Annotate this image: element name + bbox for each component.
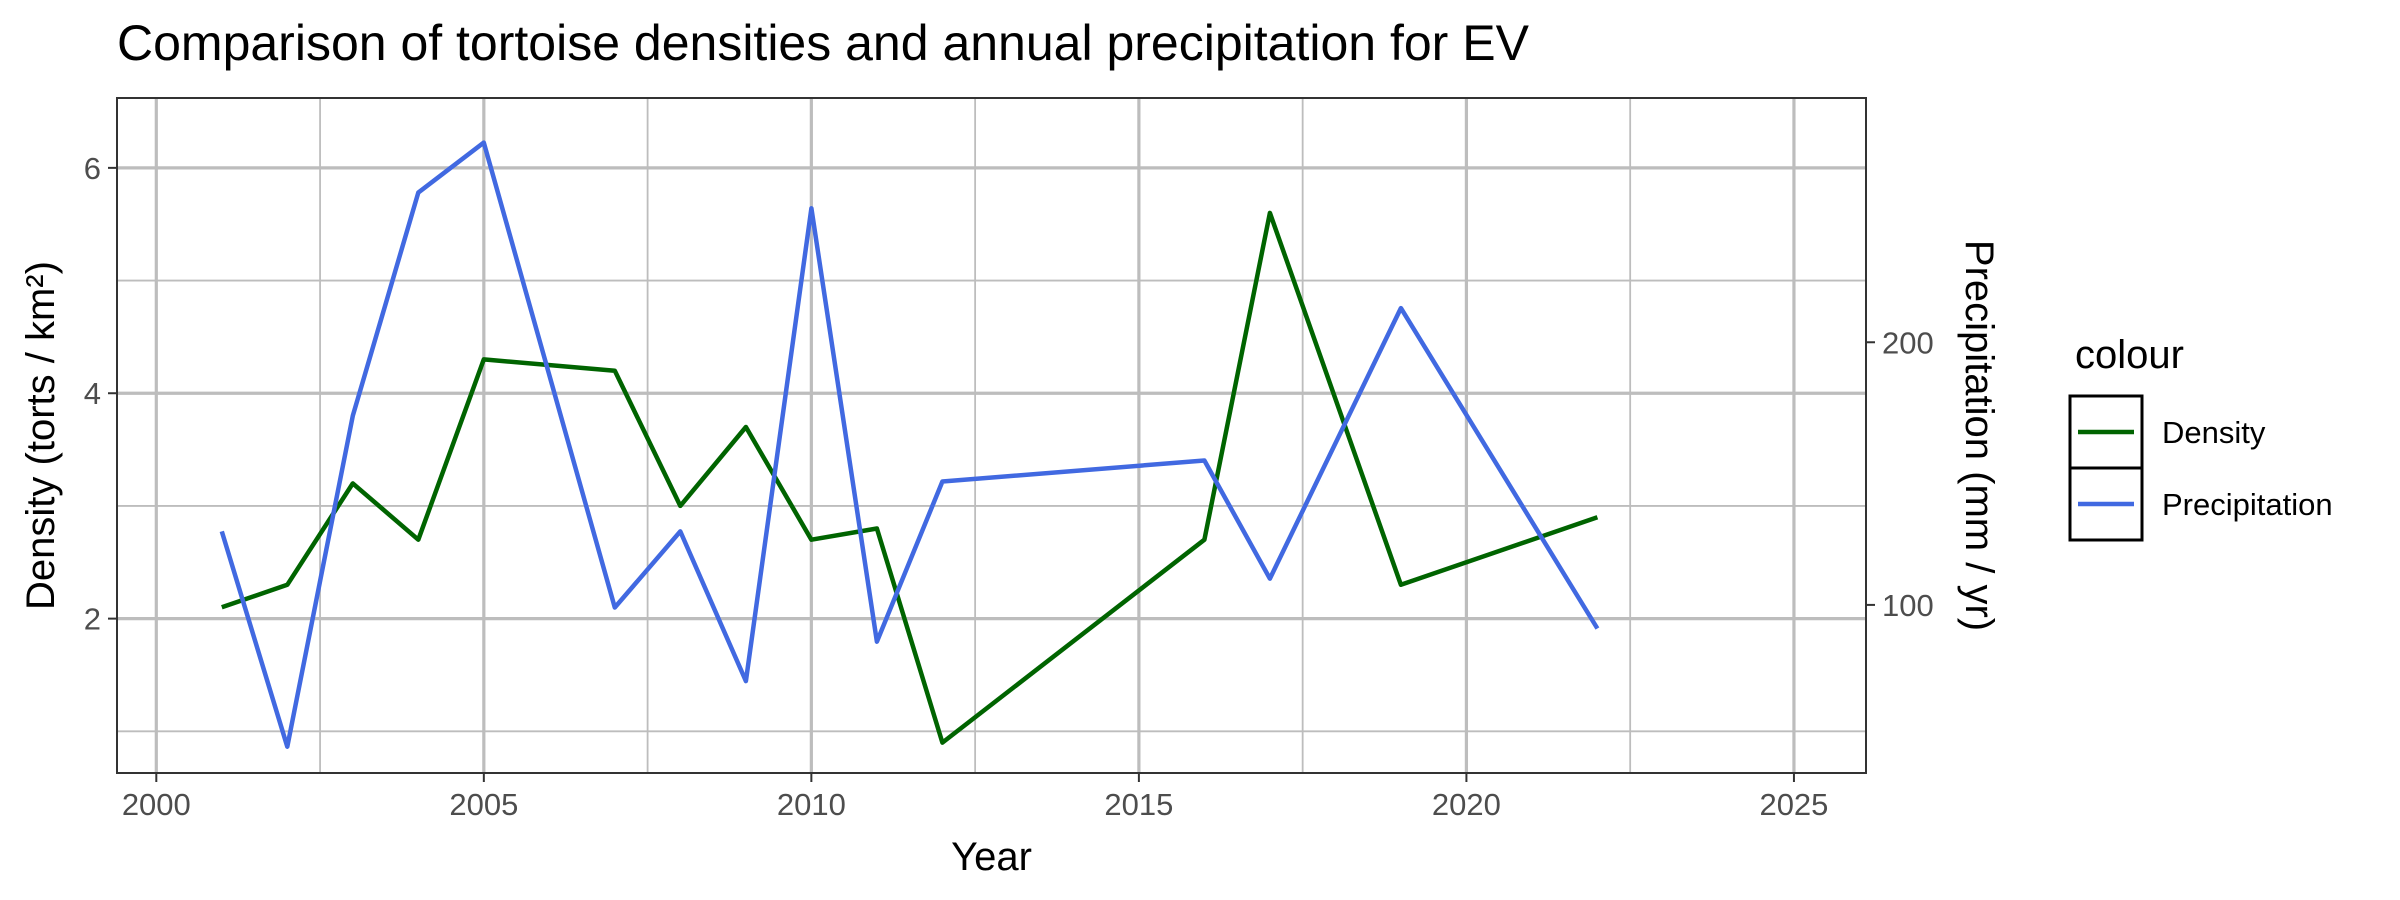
x-tick-label: 2010 [777,787,846,822]
y-tick-label: 4 [84,376,101,411]
y2-tick-label: 100 [1882,588,1934,623]
x-tick-label: 2005 [449,787,518,822]
y-tick-label: 6 [84,151,101,186]
x-tick-label: 2015 [1104,787,1173,822]
axis-ticks: 2000 2005 2010 2015 2020 2025 2 4 6 100 200 [84,151,1934,822]
series-lines [219,140,1600,749]
legend-label: Precipitation [2162,487,2333,522]
legend-item-precipitation: Precipitation [2068,466,2333,542]
grid [117,98,1866,773]
x-tick-label: 2000 [122,787,191,822]
series-line-precipitation [219,140,1600,749]
y2-tick-label: 200 [1882,325,1934,360]
x-axis-title: Year [951,835,1032,879]
legend-items: Density Precipitation [2068,394,2333,542]
series-line-density [221,210,1599,745]
y2-axis-title: Precipitation (mm / yr) [1957,240,2001,631]
x-tick-label: 2025 [1759,787,1828,822]
chart-title: Comparison of tortoise densities and ann… [117,15,1530,71]
legend: colour Density Precipitation [2068,333,2333,542]
legend-title: colour [2075,333,2184,377]
legend-label: Density [2162,415,2266,450]
x-tick-label: 2020 [1432,787,1501,822]
legend-item-density: Density [2068,394,2266,470]
y-tick-label: 2 [84,602,101,637]
y-axis-title: Density (torts / km²) [19,261,63,610]
plot-panel [116,97,1867,774]
